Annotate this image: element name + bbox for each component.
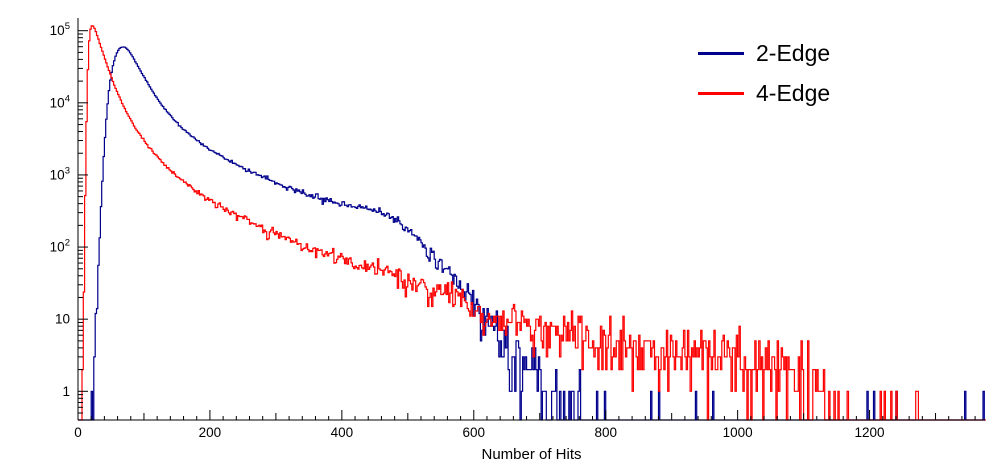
x-tick-label: 1000 <box>723 425 753 440</box>
y-tick-label: 104 <box>50 93 70 110</box>
y-tick-label: 102 <box>50 238 70 255</box>
x-tick-label: 800 <box>594 425 617 440</box>
series-group <box>78 25 986 421</box>
x-tick-label: 400 <box>331 425 354 440</box>
legend-label-2edge: 2-Edge <box>756 40 831 66</box>
y-axis: 1 10 102 103 104 105 <box>50 18 88 421</box>
x-tick-label: 200 <box>199 425 222 440</box>
y-tick-label: 10 <box>55 312 70 327</box>
x-tick-label: 1200 <box>855 425 885 440</box>
legend-line-4edge <box>698 91 744 95</box>
legend-entry-4edge: 4-Edge <box>698 80 830 106</box>
x-tick-label: 0 <box>74 425 82 440</box>
legend: 2-Edge 4-Edge <box>698 40 830 106</box>
x-axis-title: Number of Hits <box>481 446 582 463</box>
y-tick-label: 103 <box>50 165 70 182</box>
legend-label-4edge: 4-Edge <box>756 80 831 106</box>
x-tick-label: 600 <box>463 425 486 440</box>
y-tick-label: 1 <box>62 384 70 399</box>
legend-line-2edge <box>698 51 744 55</box>
x-axis: 0 200 400 600 800 1000 1200 <box>74 410 985 440</box>
series-2edge-path <box>78 46 986 421</box>
legend-entry-2edge: 2-Edge <box>698 40 830 66</box>
series-4edge-path <box>78 25 986 421</box>
y-tick-label: 105 <box>50 21 70 38</box>
